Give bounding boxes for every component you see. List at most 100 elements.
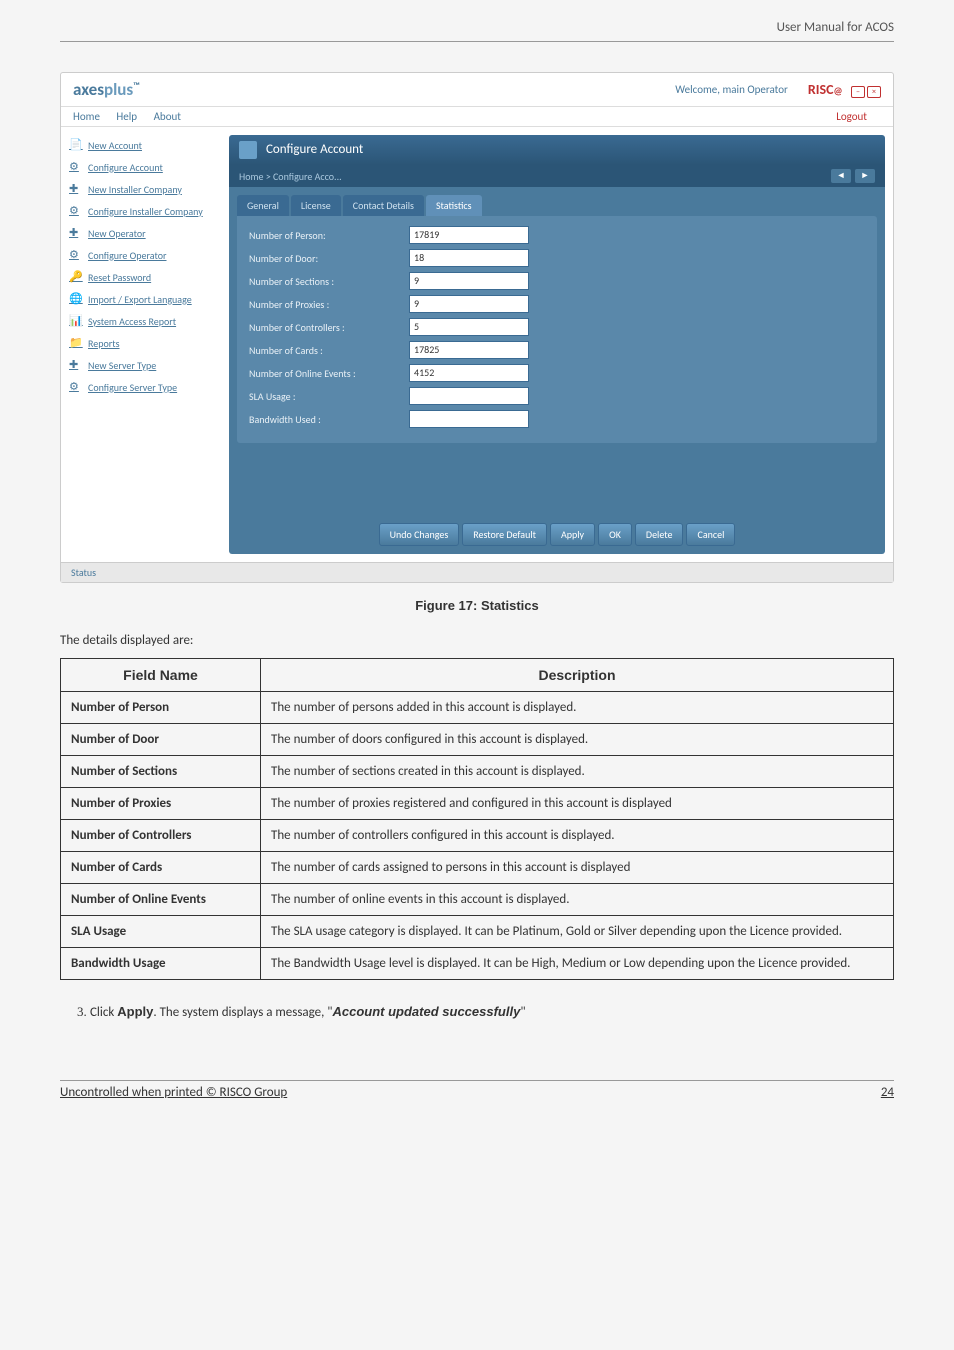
cancel-button[interactable]: Cancel [686, 523, 735, 546]
app-menu-bar: Home Help About Logout [61, 107, 893, 127]
sidebar-item-label: Configure Server Type [88, 381, 177, 394]
sidebar-item-label: Import / Export Language [88, 293, 192, 306]
sidebar-item-label: Configure Installer Company [88, 205, 203, 218]
sidebar-item-new-account[interactable]: 📄 New Account [67, 135, 215, 155]
sidebar-item-label: New Account [88, 139, 142, 152]
brand-plus: plus [104, 79, 133, 100]
account-config-icon [239, 141, 257, 159]
stat-value: 9 [409, 272, 529, 290]
step-mid: . The system displays a message, " [153, 1005, 332, 1020]
stat-row: Number of Cards :17825 [249, 341, 865, 359]
sidebar-item-system-access-report[interactable]: 📊System Access Report [67, 311, 215, 331]
sidebar-item-label: Reports [88, 337, 120, 350]
tab-statistics[interactable]: Statistics [426, 195, 482, 216]
stat-label: Number of Sections : [249, 275, 409, 288]
page-header: User Manual for ACOS [60, 20, 894, 42]
field-name-cell: Number of Online Events [61, 884, 261, 916]
sidebar: 📄 New Account ⚙ Configure Account ✚ New Insta… [61, 127, 221, 562]
col-description: Description [261, 659, 894, 692]
app-header-right: Welcome, main Operator RISC@ – × [675, 81, 881, 98]
ok-button[interactable]: OK [598, 523, 632, 546]
tab-general[interactable]: General [237, 195, 289, 216]
field-name-cell: Number of Door [61, 724, 261, 756]
delete-button[interactable]: Delete [635, 523, 684, 546]
undo-changes-button[interactable]: Undo Changes [379, 523, 460, 546]
panel-header: Configure Account [229, 135, 885, 165]
stat-row: Number of Proxies :9 [249, 295, 865, 313]
sidebar-icon: ✚ [69, 226, 83, 240]
sidebar-item-label: New Installer Company [88, 183, 182, 196]
stat-row: Number of Door:18 [249, 249, 865, 267]
stat-label: SLA Usage : [249, 390, 409, 403]
stat-value [409, 410, 529, 428]
sidebar-icon: ✚ [69, 358, 83, 372]
description-cell: The SLA usage category is displayed. It … [261, 916, 894, 948]
menu-home[interactable]: Home [73, 110, 100, 123]
step-list: Click Apply. The system displays a messa… [90, 1004, 894, 1020]
tab-license[interactable]: License [291, 195, 341, 216]
menu-help[interactable]: Help [116, 110, 137, 123]
sidebar-item-configure-operator[interactable]: ⚙Configure Operator [67, 245, 215, 265]
step-prefix: Click [90, 1005, 117, 1020]
stat-row: Number of Person:17819 [249, 226, 865, 244]
footer-page-number: 24 [881, 1085, 894, 1100]
sidebar-item-configure-server-type[interactable]: ⚙Configure Server Type [67, 377, 215, 397]
stat-value: 9 [409, 295, 529, 313]
sidebar-item-new-installer-company[interactable]: ✚ New Installer Company [67, 179, 215, 199]
stat-label: Number of Door: [249, 252, 409, 265]
close-icon[interactable]: × [867, 86, 881, 98]
at-icon: @ [834, 84, 843, 97]
field-name-cell: Number of Proxies [61, 788, 261, 820]
description-cell: The number of cards assigned to persons … [261, 852, 894, 884]
nav-arrows: ◄ ► [831, 169, 875, 183]
app-screenshot: axesplus™ Welcome, main Operator RISC@ –… [60, 72, 894, 583]
field-name-cell: SLA Usage [61, 916, 261, 948]
tab-contact-details[interactable]: Contact Details [343, 195, 424, 216]
trademark-icon: ™ [133, 80, 139, 91]
sidebar-icon: ✚ [69, 182, 83, 196]
sidebar-item-reset-password[interactable]: 🔑Reset Password [67, 267, 215, 287]
field-name-cell: Number of Cards [61, 852, 261, 884]
stat-row: Bandwidth Used : [249, 410, 865, 428]
status-bar: Status [61, 562, 893, 582]
sidebar-item-label: Configure Account [88, 161, 163, 174]
tabs: GeneralLicenseContact DetailsStatistics [237, 195, 877, 216]
sidebar-item-label: Reset Password [88, 271, 151, 284]
field-name-cell: Number of Sections [61, 756, 261, 788]
app-header: axesplus™ Welcome, main Operator RISC@ –… [61, 73, 893, 107]
step-msg: Account updated successfully [333, 1004, 521, 1019]
menu-about[interactable]: About [154, 110, 181, 123]
sidebar-item-label: Configure Operator [88, 249, 167, 262]
main-panel: Configure Account Home > Configure Acco.… [221, 127, 893, 562]
sidebar-item-new-operator[interactable]: ✚New Operator [67, 223, 215, 243]
stat-value: 17825 [409, 341, 529, 359]
brand-axes: axes [73, 79, 104, 100]
breadcrumb: Home > Configure Acco... ◄ ► [229, 165, 885, 187]
nav-next-icon[interactable]: ► [855, 169, 875, 183]
sidebar-item-reports[interactable]: 📁Reports [67, 333, 215, 353]
description-cell: The number of sections created in this a… [261, 756, 894, 788]
sidebar-item-configure-account[interactable]: ⚙ Configure Account [67, 157, 215, 177]
action-buttons: Undo ChangesRestore DefaultApplyOKDelete… [237, 523, 877, 546]
apply-button[interactable]: Apply [550, 523, 595, 546]
table-row: Number of CardsThe number of cards assig… [61, 852, 894, 884]
restore-default-button[interactable]: Restore Default [462, 523, 547, 546]
table-row: Number of PersonThe number of persons ad… [61, 692, 894, 724]
description-cell: The Bandwidth Usage level is displayed. … [261, 948, 894, 980]
field-name-cell: Bandwidth Usage [61, 948, 261, 980]
stat-row: Number of Controllers :5 [249, 318, 865, 336]
sidebar-icon: 📄 [69, 138, 83, 152]
figure-caption: Figure 17: Statistics [60, 598, 894, 613]
risco-text: RISC [808, 81, 834, 98]
sidebar-item-configure-installer-company[interactable]: ⚙Configure Installer Company [67, 201, 215, 221]
minimize-icon[interactable]: – [851, 86, 865, 98]
nav-prev-icon[interactable]: ◄ [831, 169, 851, 183]
sidebar-item-import-export-language[interactable]: 🌐Import / Export Language [67, 289, 215, 309]
sidebar-item-new-server-type[interactable]: ✚New Server Type [67, 355, 215, 375]
logout-link[interactable]: Logout [836, 110, 867, 123]
table-row: Number of Online EventsThe number of onl… [61, 884, 894, 916]
stat-label: Number of Online Events : [249, 367, 409, 380]
sidebar-icon: ⚙ [69, 160, 83, 174]
table-row: Number of ProxiesThe number of proxies r… [61, 788, 894, 820]
table-row: Number of ControllersThe number of contr… [61, 820, 894, 852]
